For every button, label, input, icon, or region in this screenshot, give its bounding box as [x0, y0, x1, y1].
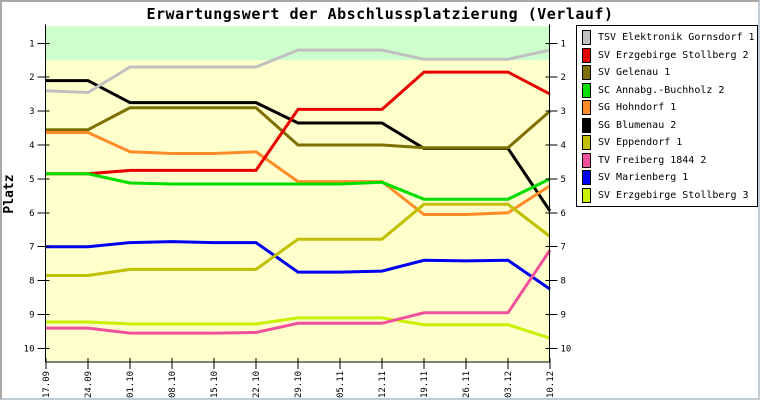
plot-background	[45, 26, 550, 362]
legend-swatch	[582, 47, 591, 63]
x-tick-label: 26.11	[462, 371, 472, 398]
legend-item: TV Freiberg 1844 2	[577, 152, 757, 170]
y-tick-label-right: 3	[561, 107, 566, 117]
legend-label: SG Blumenau 2	[598, 119, 677, 131]
x-tick-label: 15.10	[210, 371, 220, 398]
y-tick-label-right: 5	[561, 175, 566, 185]
legend-label: SC Annabg.-Buchholz 2	[598, 84, 725, 96]
series-line-sv-erzgebirge-stollberg-2	[46, 70, 551, 176]
y-tick-label-left: 1	[29, 39, 34, 49]
series-line-sv-eppendorf-1	[46, 202, 551, 277]
legend-label: SV Gelenau 1	[598, 67, 671, 79]
series-line-sg-hohndorf-1	[46, 131, 551, 216]
legend-label: SV Eppendorf 1	[598, 137, 683, 149]
y-tick-label-left: 3	[29, 107, 34, 117]
legend-swatch	[582, 135, 591, 151]
y-tick-label-right: 8	[561, 277, 566, 287]
x-tick-label: 01.10	[126, 371, 136, 398]
y-tick-label-right: 9	[561, 311, 566, 321]
legend-label: SG Hohndorf 1	[598, 102, 677, 114]
series-line-sv-marienberg-1	[46, 240, 551, 291]
legend-swatch	[582, 65, 591, 81]
legend-item: SV Erzgebirge Stollberg 2	[577, 47, 757, 65]
legend-item: SC Annabg.-Buchholz 2	[577, 82, 757, 100]
y-tick-label-right: 6	[561, 209, 566, 219]
legend-label: SV Marienberg 1	[598, 172, 689, 184]
legend-swatch	[582, 152, 591, 168]
y-tick-label-left: 8	[29, 277, 34, 287]
y-tick-label-right: 2	[561, 73, 566, 83]
legend-item: SV Gelenau 1	[577, 64, 757, 82]
y-tick-label-left: 6	[29, 209, 34, 219]
legend-item: SV Marienberg 1	[577, 169, 757, 187]
x-tick-label: 10.12	[546, 371, 556, 398]
legend-swatch	[582, 187, 591, 203]
x-tick-label: 03.12	[504, 371, 514, 398]
y-tick-label-right: 10	[561, 344, 572, 354]
series-line-tv-freiberg-1844-2	[46, 249, 552, 335]
y-tick-label-left: 7	[29, 243, 34, 253]
y-tick-label-right: 4	[561, 141, 566, 151]
legend-item: SV Erzgebirge Stollberg 3	[577, 187, 757, 205]
series-line-sv-gelenau-1	[46, 106, 551, 150]
legend-item: SG Blumenau 2	[577, 117, 757, 135]
y-tick-label-right: 1	[561, 39, 566, 49]
series-line-sv-erzgebirge-stollberg-3	[46, 316, 551, 340]
chart-title: Erwartungswert der Abschlussplatzierung …	[146, 5, 614, 23]
top-zone-band	[45, 26, 550, 61]
x-tick-label: 19.11	[420, 371, 430, 398]
legend-swatch	[582, 30, 591, 46]
x-tick-label: 22.10	[252, 371, 262, 398]
series-line-tsv-elektronik-gornsdorf-1	[45, 48, 551, 95]
legend-item: SG Hohndorf 1	[577, 99, 757, 117]
x-tick-label: 05.11	[336, 371, 346, 398]
legend: TSV Elektronik Gornsdorf 1 SV Erzgebirge …	[576, 25, 758, 207]
legend-label: SV Erzgebirge Stollberg 3	[598, 189, 749, 201]
x-tick-label: 24.09	[84, 371, 94, 398]
y-tick-label-left: 5	[29, 175, 34, 185]
y-tick-label-left: 9	[29, 311, 34, 321]
x-tick-label: 12.11	[378, 371, 388, 398]
x-tick-label: 17.09	[42, 371, 52, 398]
legend-item: SV Eppendorf 1	[577, 134, 757, 152]
legend-swatch	[582, 82, 591, 98]
legend-item: TSV Elektronik Gornsdorf 1	[577, 29, 757, 47]
y-tick-label-left: 10	[24, 344, 35, 354]
x-tick-label: 08.10	[168, 371, 178, 398]
x-tick-label: 29.10	[294, 371, 304, 398]
legend-swatch	[582, 100, 591, 116]
legend-label: SV Erzgebirge Stollberg 2	[598, 49, 749, 61]
legend-label: TSV Elektronik Gornsdorf 1	[598, 32, 755, 44]
legend-swatch	[582, 117, 591, 133]
y-tick-label-left: 4	[29, 141, 34, 151]
legend-label: TV Freiberg 1844 2	[598, 154, 707, 166]
y-tick-label-left: 2	[29, 73, 34, 83]
legend-swatch	[582, 170, 591, 186]
y-tick-label-right: 7	[561, 243, 566, 253]
series-line-sc-annabg-buchholz-2	[46, 172, 551, 201]
